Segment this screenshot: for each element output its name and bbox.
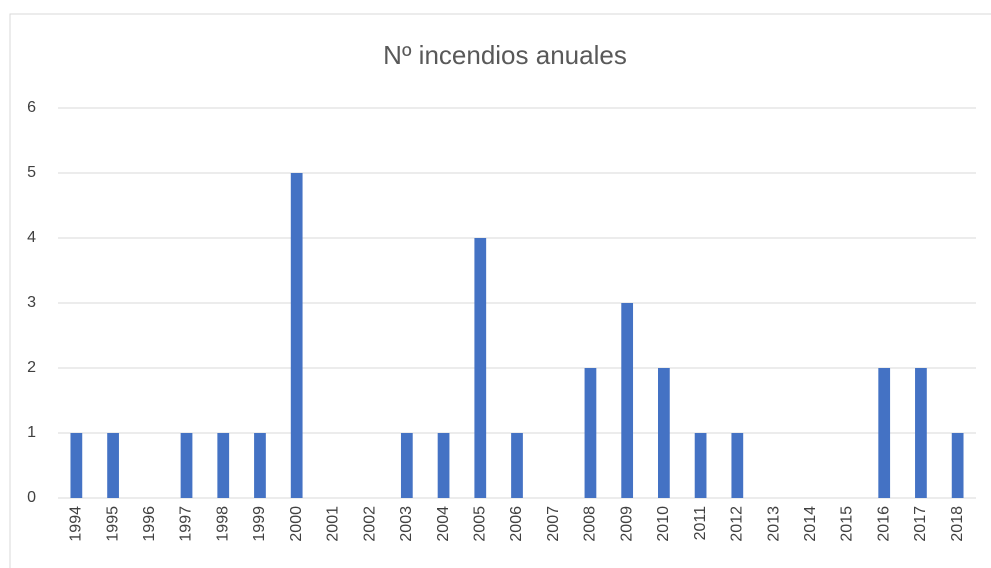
x-tick-label: 2006 [508, 506, 525, 542]
y-tick-label: 5 [27, 164, 36, 181]
x-tick-label: 2017 [912, 506, 929, 542]
y-tick-label: 6 [27, 99, 36, 116]
x-tick-label: 1996 [141, 506, 158, 542]
bar [731, 433, 744, 498]
x-tick-label: 2018 [949, 506, 966, 542]
bar [107, 433, 119, 498]
bar [70, 433, 83, 498]
x-tick-label: 2010 [655, 506, 672, 542]
bar [915, 368, 927, 498]
y-tick-label: 3 [27, 294, 36, 311]
chart-title: Nº incendios anuales [383, 40, 627, 70]
x-tick-label: 1995 [104, 506, 121, 542]
x-tick-label: 2011 [692, 506, 709, 541]
bar [511, 433, 523, 498]
x-tick-label: 2009 [618, 506, 635, 542]
bar [474, 238, 487, 498]
x-tick-label: 1998 [214, 506, 231, 542]
x-tick-label: 2016 [875, 506, 892, 542]
y-tick-label: 2 [27, 359, 36, 376]
bar [951, 433, 964, 498]
bar [290, 173, 303, 498]
bar [400, 433, 413, 498]
x-tick-label: 2000 [288, 506, 305, 542]
x-tick-label: 2005 [471, 506, 488, 542]
chart-frame [9, 13, 991, 568]
x-tick-label: 1999 [251, 506, 268, 542]
bar [621, 303, 634, 498]
x-tick-label: 2014 [802, 506, 819, 542]
y-tick-label: 1 [27, 424, 36, 441]
bar [254, 433, 266, 498]
bar [584, 368, 597, 498]
x-tick-label: 1997 [178, 506, 195, 542]
x-tick-label: 2007 [545, 506, 562, 542]
x-tick-label: 2002 [361, 506, 378, 542]
x-tick-label: 2004 [435, 506, 452, 542]
x-tick-label: 2003 [398, 506, 415, 542]
bar [437, 433, 450, 498]
x-tick-label: 1994 [68, 506, 85, 542]
x-tick-label: 2013 [765, 506, 782, 542]
bar [878, 368, 891, 498]
bar [658, 368, 670, 498]
y-tick-label: 0 [27, 489, 36, 506]
x-tick-label: 2015 [839, 506, 856, 542]
y-tick-label: 4 [27, 229, 36, 246]
bar [217, 433, 230, 498]
x-tick-label: 2008 [582, 506, 599, 542]
x-tick-label: 2001 [325, 506, 342, 542]
bar [180, 433, 193, 498]
bar [694, 433, 707, 498]
x-tick-label: 2012 [729, 506, 746, 542]
